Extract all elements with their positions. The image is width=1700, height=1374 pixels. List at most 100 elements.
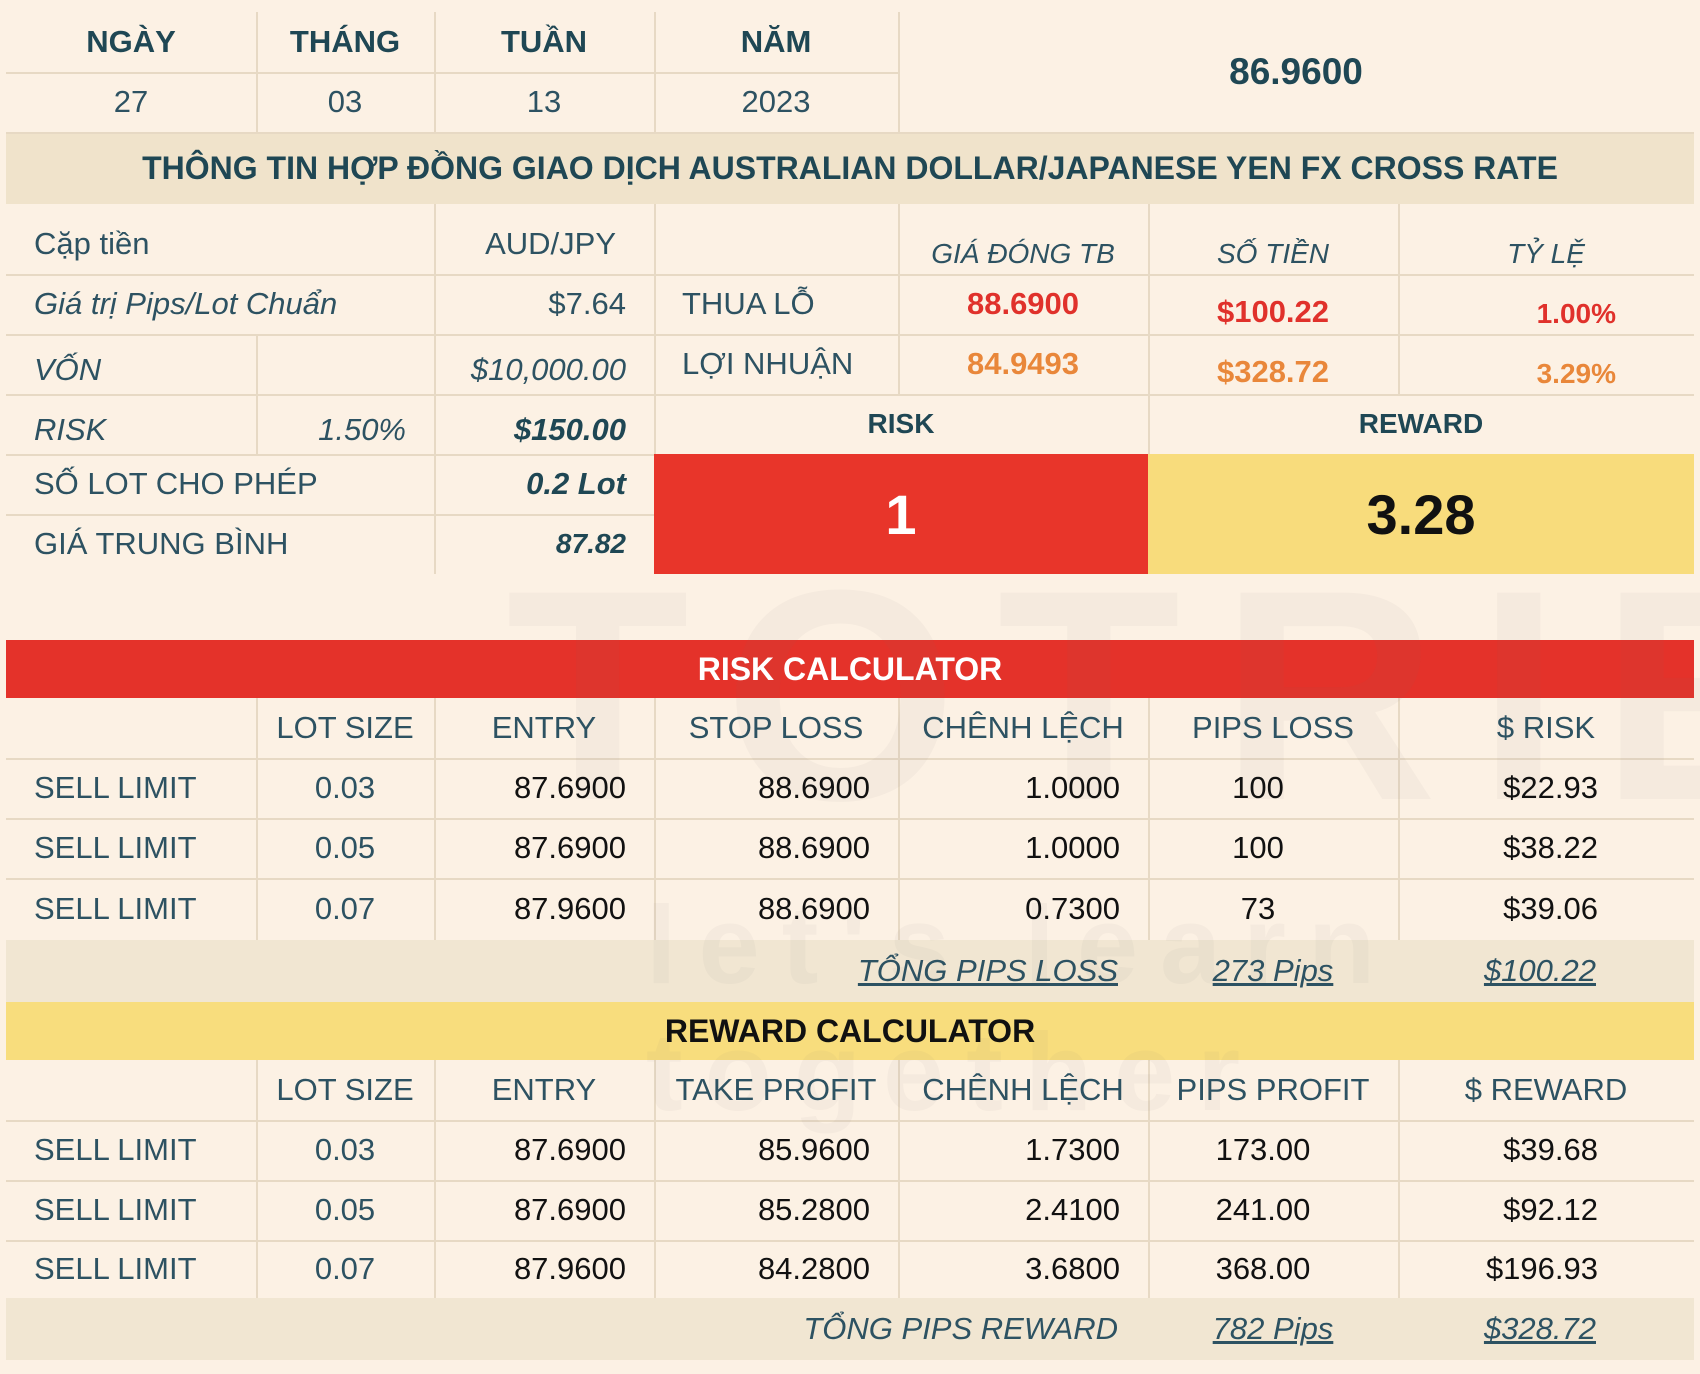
risk-row-stop: 88.6900 (757, 891, 870, 926)
loss-price: 88.6900 (966, 286, 1080, 321)
watermark-slogan: let's learn together (646, 884, 1398, 1134)
reward-total-label: TỔNG PIPS REWARD (803, 1311, 1118, 1346)
risk-row-diff: 0.7300 (1025, 891, 1120, 926)
reward-row-lot: 0.05 (314, 1192, 376, 1227)
lots-label: SỐ LOT CHO PHÉP (34, 466, 318, 501)
reward-row-pips: 368.00 (1215, 1251, 1311, 1286)
risk-calc-band (6, 640, 1694, 698)
risk-row-diff: 1.0000 (1025, 770, 1120, 805)
reward-row-type: SELL LIMIT (34, 1192, 197, 1227)
day-label: NGÀY (86, 24, 176, 59)
risk-row-pips: 100 (1232, 830, 1284, 865)
reward-col-tp: TAKE PROFIT (675, 1072, 877, 1107)
reward-col-pips: PIPS PROFIT (1176, 1072, 1370, 1107)
risk-row-type: SELL LIMIT (34, 891, 197, 926)
reward-row-amount: $196.93 (1485, 1251, 1598, 1286)
avg-price-value: 87.82 (555, 528, 626, 559)
amount-header: SỐ TIỀN (1216, 238, 1329, 269)
risk-col-pips: PIPS LOSS (1192, 710, 1354, 745)
risk-total-pips: 273 Pips (1212, 953, 1334, 988)
reward-col-entry: ENTRY (491, 1072, 597, 1107)
reward-row-pips: 173.00 (1215, 1132, 1311, 1167)
risk-total-band (6, 940, 1694, 1002)
risk-calc-title: RISK CALCULATOR (697, 650, 1003, 687)
pip-value: $7.64 (548, 286, 626, 321)
risk-row-amount: $22.93 (1503, 770, 1598, 805)
rr-reward-label: REWARD (1358, 408, 1484, 439)
capital-value: $10,000.00 (470, 352, 626, 387)
risk-row-diff: 1.0000 (1025, 830, 1120, 865)
reward-total-pips: 782 Pips (1212, 1311, 1334, 1346)
trade-sheet: NGÀY THÁNG TUẦN NĂM 27 03 13 2023 86.960… (6, 12, 1700, 1362)
risk-col-diff: CHÊNH LỆCH (922, 710, 1124, 745)
loss-label: THUA LỖ (682, 286, 815, 321)
pair-label: Cặp tiền (34, 226, 150, 261)
week-label: TUẦN (500, 24, 588, 59)
risk-label: RISK (34, 412, 107, 447)
reward-ratio-box (1148, 454, 1694, 574)
risk-row-amount: $38.22 (1503, 830, 1598, 865)
risk-row-type: SELL LIMIT (34, 830, 197, 865)
profit-price: 84.9493 (966, 346, 1080, 381)
risk-amount: $150.00 (513, 412, 626, 447)
risk-row-amount: $39.06 (1503, 891, 1598, 926)
reward-row-amount: $92.12 (1503, 1192, 1598, 1227)
reward-row-tp: 85.9600 (757, 1132, 870, 1167)
capital-label: VỐN (34, 352, 102, 387)
page-title: THÔNG TIN HỢP ĐỒNG GIAO DỊCH AUSTRALIAN … (142, 149, 1558, 186)
risk-row-stop: 88.6900 (757, 770, 870, 805)
reward-col-diff: CHÊNH LỆCH (922, 1072, 1124, 1107)
reward-row-type: SELL LIMIT (34, 1132, 197, 1167)
avg-close-header: GIÁ ĐÓNG TB (931, 238, 1115, 269)
risk-row-lot: 0.07 (314, 891, 376, 926)
week-value: 13 (526, 84, 562, 119)
risk-ratio-box (654, 454, 1148, 574)
reward-col-lot: LOT SIZE (276, 1072, 414, 1107)
pair-value: AUD/JPY (485, 226, 616, 261)
current-price: 86.9600 (1229, 51, 1363, 92)
reward-row-type: SELL LIMIT (34, 1251, 197, 1286)
profit-ratio: 3.29% (1536, 358, 1616, 389)
reward-row-tp: 85.2800 (757, 1192, 870, 1227)
reward-row-entry: 87.6900 (513, 1192, 626, 1227)
risk-row-type: SELL LIMIT (34, 770, 197, 805)
risk-row-stop: 88.6900 (757, 830, 870, 865)
reward-row-tp: 84.2800 (757, 1251, 870, 1286)
reward-row-lot: 0.07 (314, 1251, 376, 1286)
reward-row-diff: 1.7300 (1025, 1132, 1120, 1167)
risk-row-pips: 100 (1232, 770, 1284, 805)
loss-amount: $100.22 (1216, 294, 1330, 329)
risk-col-lot: LOT SIZE (276, 710, 414, 745)
reward-col-amount: $ REWARD (1464, 1072, 1628, 1107)
risk-col-stop: STOP LOSS (688, 710, 864, 745)
reward-row-lot: 0.03 (314, 1132, 376, 1167)
day-value: 27 (113, 84, 149, 119)
ratio-header: TỶ LỆ (1507, 238, 1585, 269)
risk-total-amount: $100.22 (1483, 953, 1596, 988)
profit-label: LỢI NHUẬN (682, 346, 854, 381)
risk-row-entry: 87.6900 (513, 830, 626, 865)
loss-ratio: 1.00% (1536, 298, 1616, 329)
risk-row-lot: 0.05 (314, 830, 376, 865)
risk-row-entry: 87.9600 (513, 891, 626, 926)
reward-calc-title: REWARD CALCULATOR (664, 1012, 1036, 1049)
reward-row-amount: $39.68 (1503, 1132, 1598, 1167)
pip-value-label: Giá trị Pips/Lot Chuẩn (34, 286, 338, 321)
rr-risk-label: RISK (867, 408, 935, 439)
reward-row-entry: 87.6900 (513, 1132, 626, 1167)
reward-row-diff: 2.4100 (1025, 1192, 1120, 1227)
reward-row-pips: 241.00 (1215, 1192, 1311, 1227)
risk-row-lot: 0.03 (314, 770, 376, 805)
risk-total-label: TỔNG PIPS LOSS (857, 953, 1118, 988)
month-value: 03 (327, 84, 363, 119)
reward-total-band (6, 1298, 1694, 1360)
avg-price-label: GIÁ TRUNG BÌNH (34, 526, 289, 561)
reward-calc-band (6, 1002, 1694, 1060)
reward-total-amount: $328.72 (1483, 1311, 1596, 1346)
rr-risk-value: 1 (885, 482, 917, 546)
risk-row-pips: 73 (1240, 891, 1276, 926)
risk-col-amount: $ RISK (1496, 710, 1596, 745)
reward-row-diff: 3.6800 (1025, 1251, 1120, 1286)
month-label: THÁNG (289, 24, 401, 59)
risk-row-entry: 87.6900 (513, 770, 626, 805)
